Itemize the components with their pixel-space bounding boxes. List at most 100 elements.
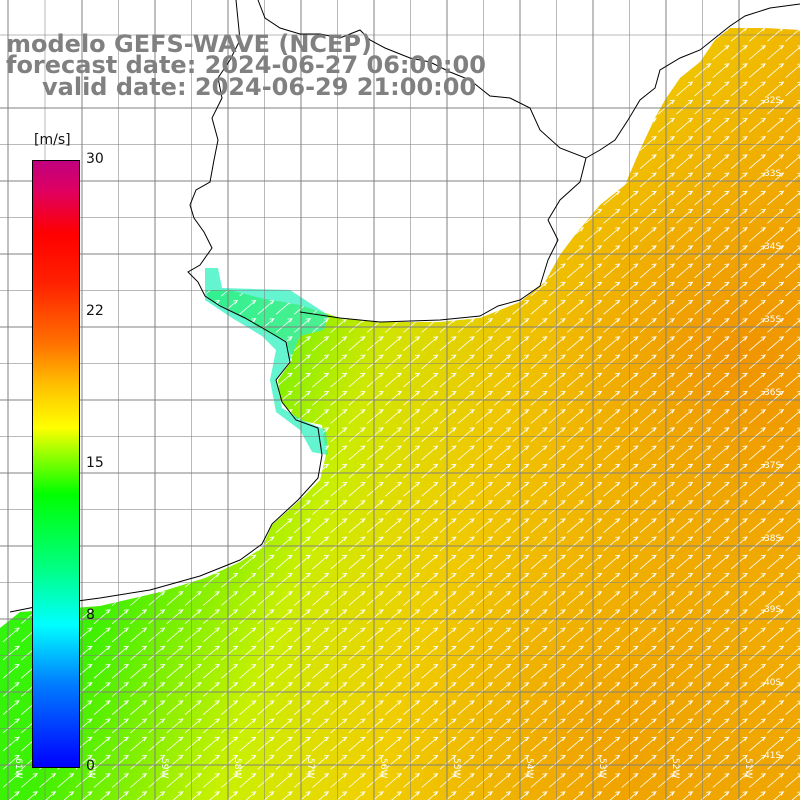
wind-arrow — [785, 663, 800, 679]
wind-arrow — [767, 682, 785, 697]
lat-label: 32S — [764, 96, 781, 106]
wind-arrow — [712, 172, 730, 188]
wind-arrow — [130, 136, 148, 151]
wind-arrow — [767, 154, 785, 170]
wind-arrow — [166, 536, 184, 552]
wind-arrow — [239, 390, 257, 406]
wind-arrow — [348, 299, 366, 315]
wind-arrow — [403, 227, 421, 242]
wind-arrow — [348, 281, 366, 297]
wind-arrow — [494, 591, 512, 606]
wind-arrow — [330, 445, 348, 461]
wind-arrow — [475, 500, 494, 515]
wind-arrow — [676, 263, 694, 279]
wind-arrow — [767, 554, 785, 570]
wind-arrow — [93, 318, 111, 333]
wind-arrow — [475, 754, 494, 770]
wind-arrow — [749, 9, 765, 23]
wind-arrow — [566, 463, 585, 479]
wind-arrow — [475, 518, 494, 534]
wind-arrow — [148, 736, 166, 752]
wind-arrow — [130, 609, 148, 625]
wind-arrow — [767, 99, 785, 115]
wind-arrow — [639, 445, 657, 461]
wind-arrow — [530, 81, 548, 97]
wind-arrow — [712, 718, 730, 734]
lat-label: 40S — [764, 678, 781, 688]
wind-speed-field — [0, 28, 800, 800]
wind-arrow — [785, 700, 800, 716]
wind-arrow — [421, 791, 439, 800]
wind-arrow — [184, 318, 202, 333]
wind-arrow — [566, 536, 585, 552]
wind-arrow — [184, 718, 202, 734]
wind-arrow — [767, 281, 785, 297]
wind-arrow — [457, 463, 475, 479]
wind-arrow — [476, 9, 492, 23]
wind-arrow — [111, 773, 130, 788]
wind-arrow — [184, 445, 202, 461]
wind-arrow — [530, 500, 548, 515]
wind-arrow — [403, 718, 421, 734]
wind-arrow — [494, 245, 512, 261]
wind-arrow — [494, 700, 512, 716]
wind-arrow — [166, 99, 184, 115]
wind-arrow — [275, 609, 293, 625]
wind-arrow — [403, 445, 421, 461]
wind-arrow — [257, 773, 275, 788]
lat-label: 34S — [764, 242, 781, 252]
wind-arrow — [384, 500, 403, 515]
wind-arrow — [148, 609, 166, 625]
wind-arrow — [603, 536, 621, 552]
wind-arrow — [239, 208, 257, 224]
wind-arrow — [348, 190, 366, 206]
wind-arrow — [403, 572, 421, 588]
wind-arrow — [530, 445, 548, 461]
coastline — [9, 0, 800, 613]
wind-arrow — [111, 172, 130, 188]
wind-arrow — [221, 117, 239, 133]
wind-arrow — [421, 572, 439, 588]
wind-arrow — [439, 99, 457, 115]
lon-label: 58W — [232, 758, 242, 778]
wind-arrow — [330, 481, 348, 497]
wind-arrow — [111, 445, 130, 461]
wind-arrow — [475, 136, 494, 151]
wind-arrow — [111, 500, 130, 515]
wind-arrow — [366, 354, 384, 370]
wind-arrow — [111, 663, 130, 679]
wind-arrow — [111, 245, 130, 261]
wind-arrow — [111, 136, 130, 151]
wind-arrow — [275, 554, 293, 570]
wind-arrow — [130, 390, 148, 406]
wind-arrow — [257, 682, 275, 697]
wind-arrow — [93, 500, 111, 515]
wind-arrow — [184, 627, 202, 643]
wind-arrow — [530, 208, 548, 224]
wind-arrow — [257, 227, 275, 242]
wind-arrow — [767, 463, 785, 479]
wind-arrow — [202, 591, 221, 606]
wind-arrow — [421, 773, 439, 788]
wind-arrow — [239, 481, 257, 497]
wind-arrow — [148, 700, 166, 716]
wind-arrow — [275, 536, 293, 552]
wind-arrow — [512, 609, 530, 625]
wind-arrow — [603, 518, 621, 534]
wind-arrow — [475, 645, 494, 661]
wind-arrow — [676, 700, 694, 716]
wind-arrow — [2, 645, 20, 661]
wind-arrow — [384, 409, 403, 424]
wind-arrow — [130, 9, 146, 23]
wind-arrow — [439, 445, 457, 461]
wind-arrow — [111, 609, 130, 625]
wind-arrow — [512, 390, 530, 406]
wind-arrow — [439, 536, 457, 552]
wind-arrow — [676, 117, 694, 133]
wind-arrow — [512, 445, 530, 461]
wind-arrow — [239, 736, 257, 752]
wind-arrow — [457, 117, 475, 133]
wind-arrow — [148, 299, 166, 315]
wind-arrow — [785, 45, 800, 60]
lat-label: 39S — [764, 605, 781, 615]
